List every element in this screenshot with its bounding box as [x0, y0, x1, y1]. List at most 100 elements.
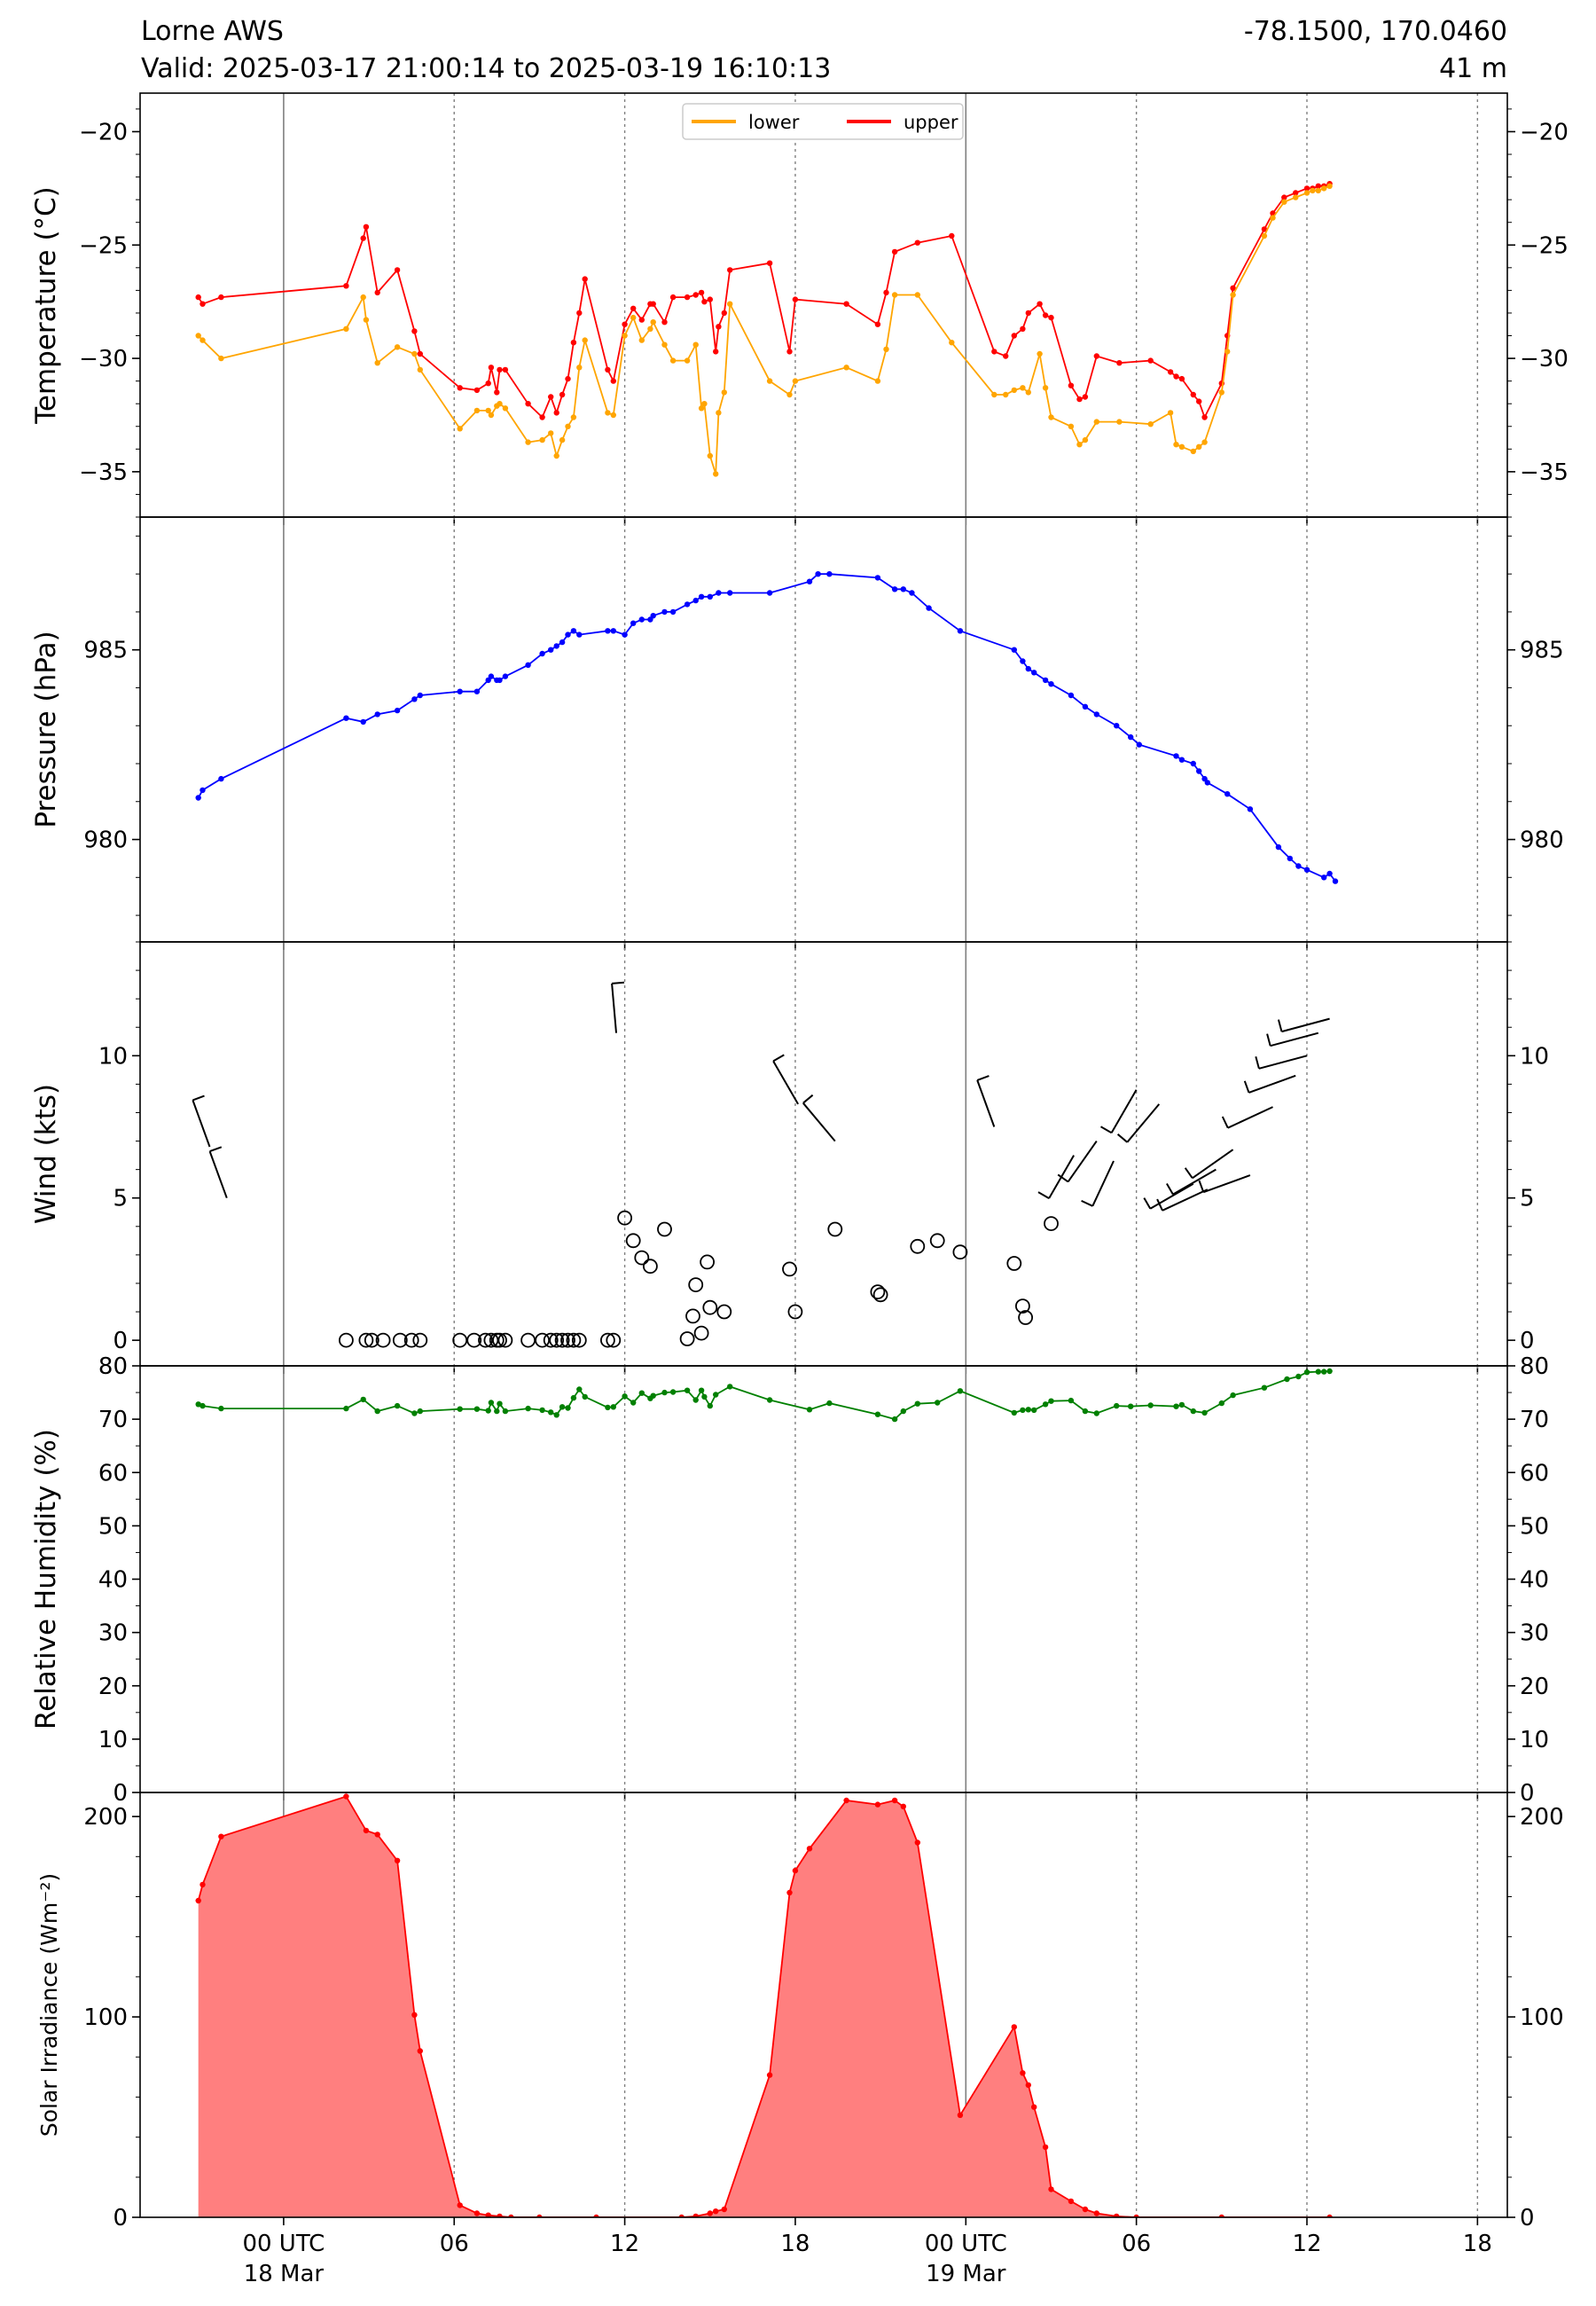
- legend-box: [682, 103, 964, 140]
- data-point-upper: [1068, 382, 1075, 388]
- data-point-humidity: [548, 1409, 554, 1416]
- series-line-humidity: [198, 1370, 1330, 1421]
- data-point-upper: [195, 294, 201, 301]
- legend-label-upper: upper: [904, 112, 958, 133]
- data-point-humidity: [394, 1402, 401, 1409]
- data-point-upper: [394, 267, 401, 273]
- data-point-humidity: [1147, 1402, 1154, 1408]
- data-point-humidity: [553, 1412, 559, 1418]
- data-point-lower: [874, 378, 881, 384]
- data-point-upper: [914, 239, 921, 246]
- data-point-lower: [1048, 414, 1054, 420]
- calm-wind-marker: [412, 1332, 428, 1348]
- y-tick-label-left: 0: [113, 1328, 128, 1354]
- data-point-lower: [914, 292, 921, 298]
- data-point-pressure: [1196, 768, 1202, 774]
- data-point-pressure: [1025, 665, 1032, 672]
- data-point-pressure: [716, 590, 722, 596]
- panel-frame: [139, 92, 1508, 518]
- calm-wind-marker: [657, 1221, 672, 1237]
- plot-area-irradiance: [195, 1793, 1333, 2217]
- y-tick-label-right: 985: [1520, 638, 1564, 664]
- calm-wind-marker: [693, 1325, 709, 1341]
- data-point-upper: [692, 292, 699, 298]
- data-point-irradiance: [1093, 2210, 1100, 2216]
- data-point-lower: [669, 357, 677, 364]
- data-point-humidity: [195, 1401, 201, 1408]
- panel-wind: 0 0 5 5 10 10 Wind (kts): [30, 941, 1549, 1374]
- data-point-pressure: [692, 597, 699, 604]
- calm-wind-marker: [625, 1233, 641, 1249]
- data-point-upper: [485, 380, 491, 387]
- data-point-pressure: [570, 628, 577, 634]
- data-point-pressure: [576, 631, 583, 638]
- y-tick-label-left: −20: [79, 119, 128, 145]
- y-tick-label-right: 0: [1520, 1780, 1535, 1807]
- data-point-pressure: [488, 673, 495, 679]
- panel-irradiance: 0 0 100 100 200 200 Solar Irradiance (Wm⁻²): [36, 1792, 1564, 2231]
- data-point-pressure: [565, 631, 571, 638]
- calm-wind-marker: [364, 1332, 379, 1348]
- data-point-pressure: [707, 593, 713, 600]
- y-tick-label-right: 30: [1520, 1620, 1549, 1647]
- valid-range: Valid: 2025-03-17 21:00:14 to 2025-03-19…: [141, 53, 831, 84]
- wind-barb-shaft: [611, 983, 617, 1033]
- y-tick-label-right: 100: [1520, 2004, 1564, 2031]
- y-tick-label-left: 80: [98, 1353, 128, 1380]
- data-point-lower: [559, 436, 566, 443]
- data-point-pressure: [630, 620, 637, 626]
- data-point-upper: [1147, 357, 1154, 364]
- panel-temperature: −35 −35 −30 −30 −25 −25 −20 −20 Temperature (°C): [30, 92, 1569, 525]
- data-point-upper: [843, 301, 849, 307]
- wind-barb-flag: [1156, 1198, 1163, 1212]
- calm-wind-marker: [827, 1221, 843, 1237]
- calm-wind-marker: [787, 1304, 803, 1320]
- data-point-pressure: [1082, 703, 1089, 710]
- wind-barb-flag: [1255, 1056, 1260, 1070]
- calm-wind-marker: [600, 1332, 615, 1348]
- data-point-pressure: [195, 795, 201, 801]
- data-point-irradiance: [485, 2212, 491, 2217]
- data-point-irradiance: [1048, 2186, 1054, 2192]
- data-point-irradiance: [1068, 2198, 1075, 2205]
- data-point-lower: [684, 357, 691, 364]
- calm-wind-marker: [700, 1254, 715, 1270]
- data-point-humidity: [1230, 1392, 1236, 1399]
- calm-wind-marker: [560, 1332, 575, 1348]
- y-tick-label-left: 100: [83, 2004, 128, 2031]
- data-point-irradiance: [957, 2112, 964, 2118]
- data-point-humidity: [1303, 1369, 1310, 1376]
- data-point-irradiance: [891, 1797, 898, 1804]
- data-point-lower: [991, 391, 998, 398]
- data-point-pressure: [1332, 878, 1339, 884]
- y-tick-label-left: 985: [83, 638, 128, 664]
- data-point-upper: [669, 294, 677, 301]
- calm-wind-marker: [535, 1332, 550, 1348]
- data-point-lower: [1178, 443, 1185, 450]
- data-point-humidity: [1068, 1397, 1075, 1404]
- station-elevation: 41 m: [1439, 53, 1507, 84]
- x-tick-label: 06: [440, 2231, 469, 2257]
- y-tick-label-left: 50: [98, 1513, 128, 1540]
- data-point-irradiance: [900, 1803, 906, 1810]
- wind-barb-shaft: [1162, 1188, 1209, 1212]
- data-point-lower: [1201, 439, 1208, 445]
- y-tick-label-left: −35: [79, 459, 128, 486]
- wind-barb-shaft: [208, 1150, 228, 1199]
- wind-barb-flag: [1243, 1080, 1250, 1094]
- data-point-lower: [1020, 385, 1026, 391]
- wind-barb-flag: [802, 1094, 814, 1104]
- data-point-humidity: [1011, 1409, 1018, 1416]
- data-point-irradiance: [195, 1897, 201, 1904]
- data-point-humidity: [1201, 1409, 1208, 1416]
- series-line-lower: [198, 184, 1330, 475]
- y-tick-label-right: 0: [1520, 2205, 1535, 2231]
- calm-wind-marker: [520, 1332, 536, 1348]
- data-point-humidity: [417, 1408, 423, 1415]
- data-point-upper: [661, 319, 668, 326]
- data-point-irradiance: [497, 2213, 503, 2217]
- x-tick-label: 18: [780, 2231, 810, 2257]
- data-point-irradiance: [473, 2210, 481, 2216]
- data-point-lower: [576, 365, 583, 371]
